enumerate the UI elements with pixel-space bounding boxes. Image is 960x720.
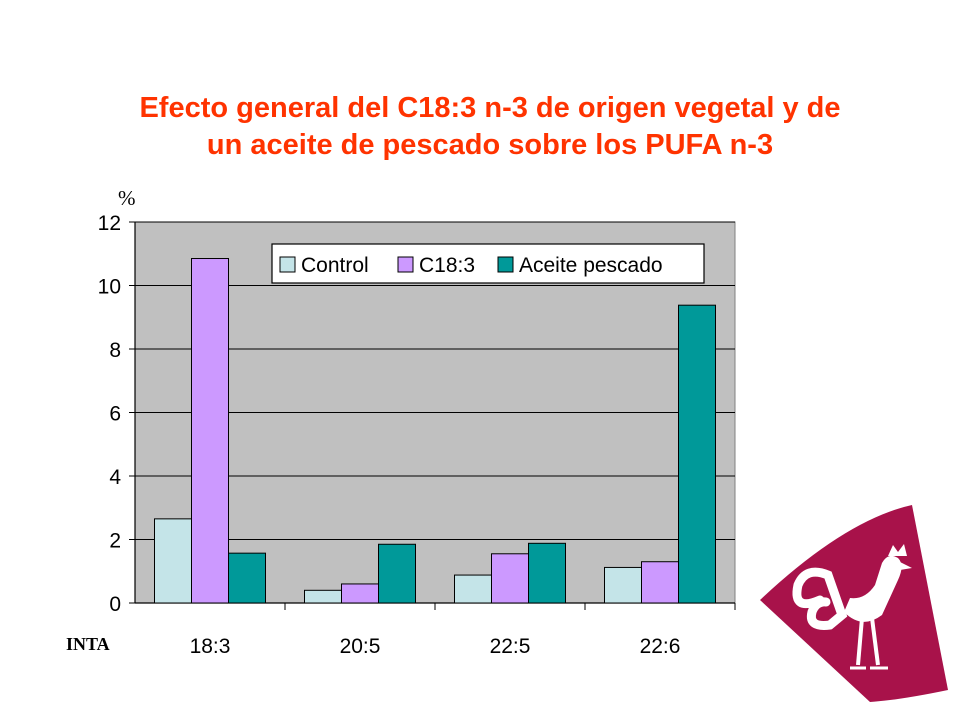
legend-swatch (497, 256, 514, 273)
bar-control (604, 566, 642, 604)
x-tick-label: 20:5 (340, 635, 381, 658)
y-tick-label: 2 (109, 530, 121, 553)
bar-control (154, 518, 192, 604)
legend-swatch (397, 256, 414, 273)
bar-aceite-pescado (378, 543, 416, 604)
legend-label: Control (301, 254, 369, 277)
inta-label: INTA (66, 634, 110, 654)
y-tick-label: 0 (109, 593, 121, 616)
rooster-icon (760, 505, 948, 702)
x-tick-label: 22:5 (490, 635, 531, 658)
bar-c18-3 (341, 583, 379, 604)
bar-control (304, 589, 342, 604)
y-axis-unit-label: % (118, 186, 136, 210)
rooster-leg (856, 617, 864, 666)
bar-control (454, 574, 492, 604)
bar-aceite-pescado (228, 552, 266, 604)
rooster-leg (870, 617, 880, 666)
bar-aceite-pescado (528, 542, 566, 604)
bar-aceite-pescado (678, 304, 716, 604)
bar-c18-3 (191, 258, 229, 604)
legend-swatch (279, 256, 296, 273)
y-tick-label: 4 (109, 466, 121, 489)
y-tick-label: 8 (109, 339, 121, 362)
legend (271, 243, 705, 284)
title-line-1: Efecto general del C18:3 n-3 de origen v… (139, 92, 841, 124)
legend-label: Aceite pescado (519, 254, 663, 277)
y-tick-label: 6 (109, 403, 121, 426)
rooster-beak (900, 562, 912, 570)
y-tick-label: 12 (98, 212, 121, 235)
x-tick-label: 18:3 (190, 635, 231, 658)
rooster-comb (888, 544, 907, 556)
x-tick-label: 22:6 (640, 635, 681, 658)
rooster-body (844, 555, 902, 622)
bar-c18-3 (491, 553, 529, 604)
y-tick-label: 10 (98, 276, 121, 299)
chart-title: Efecto general del C18:3 n-3 de origen v… (60, 90, 920, 164)
legend-label: C18:3 (419, 254, 475, 277)
title-line-2: un aceite de pescado sobre los PUFA n-3 (206, 129, 774, 161)
bar-c18-3 (641, 561, 679, 604)
rooster-tail (792, 567, 848, 630)
